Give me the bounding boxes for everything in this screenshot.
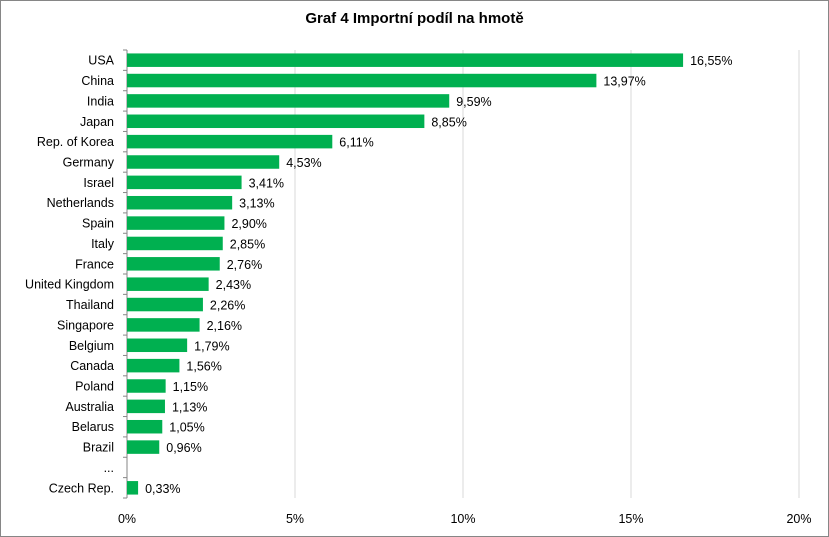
data-label: 13,97%	[603, 75, 645, 89]
bar	[127, 277, 209, 291]
category-label: Rep. of Korea	[37, 135, 114, 149]
bar	[127, 73, 597, 88]
bar	[127, 195, 233, 210]
category-label: ...	[104, 461, 114, 475]
category-label: Australia	[65, 400, 114, 414]
category-label: Canada	[70, 359, 114, 373]
bar	[127, 440, 160, 454]
category-label: India	[87, 94, 114, 108]
data-label: 2,90%	[231, 217, 266, 231]
category-label: Poland	[75, 380, 114, 394]
x-tick-label: 5%	[286, 512, 304, 526]
data-label: 2,16%	[207, 319, 242, 333]
data-label: 1,56%	[186, 360, 221, 374]
category-label: Thailand	[66, 298, 114, 312]
category-label: Czech Rep.	[49, 481, 114, 495]
bar	[127, 297, 203, 312]
category-label: Germany	[63, 156, 115, 170]
category-label: Japan	[80, 115, 114, 129]
bar	[127, 358, 180, 373]
x-tick-label: 20%	[786, 512, 811, 526]
category-label: France	[75, 257, 114, 271]
category-label: United Kingdom	[25, 278, 114, 292]
category-label: Singapore	[57, 318, 114, 332]
data-label: 16,55%	[690, 54, 732, 68]
category-label: Belgium	[69, 339, 114, 353]
data-label: 0,33%	[145, 482, 180, 496]
bar	[127, 338, 188, 353]
data-label: 1,15%	[173, 380, 208, 394]
data-label: 3,13%	[239, 197, 274, 211]
data-label: 1,79%	[194, 339, 229, 353]
data-label: 2,85%	[230, 237, 265, 251]
bar	[127, 114, 425, 129]
category-label: Italy	[91, 237, 115, 251]
category-label: Netherlands	[47, 196, 114, 210]
data-label: 0,96%	[166, 441, 201, 455]
data-label: 4,53%	[286, 156, 321, 170]
bar	[127, 94, 450, 108]
data-label: 9,59%	[456, 95, 491, 109]
bar	[127, 175, 242, 190]
bar	[127, 53, 684, 67]
bar	[127, 379, 166, 393]
bar	[127, 216, 225, 230]
category-label: Spain	[82, 217, 114, 231]
category-label: USA	[88, 54, 114, 68]
bar	[127, 419, 163, 434]
bar	[127, 318, 200, 332]
data-label: 1,13%	[172, 400, 207, 414]
data-label: 8,85%	[431, 115, 466, 129]
bar	[127, 134, 333, 149]
bar	[127, 236, 223, 251]
x-tick-label: 15%	[618, 512, 643, 526]
x-tick-label: 0%	[118, 512, 136, 526]
chart-title: Graf 4 Importní podíl na hmotě	[305, 10, 524, 27]
bar	[127, 481, 139, 495]
category-label: China	[81, 74, 114, 88]
category-label: Israel	[83, 176, 114, 190]
data-label: 2,26%	[210, 299, 245, 313]
data-label: 6,11%	[339, 136, 374, 150]
bar	[127, 155, 280, 169]
bar	[127, 399, 165, 414]
data-label: 2,43%	[216, 278, 251, 292]
data-label: 2,76%	[227, 258, 262, 272]
x-tick-label: 10%	[450, 512, 475, 526]
category-label: Belarus	[72, 420, 114, 434]
category-label: Brazil	[83, 441, 114, 455]
data-label: 1,05%	[169, 421, 204, 435]
bar	[127, 257, 220, 271]
data-label: 3,41%	[249, 176, 284, 190]
